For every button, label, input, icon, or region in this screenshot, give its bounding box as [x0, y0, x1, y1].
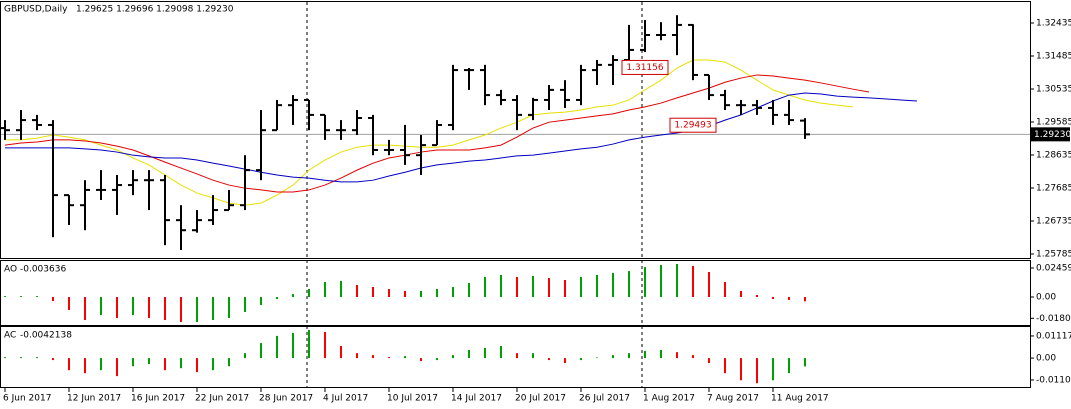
x-tick-label: 7 Aug 2017: [707, 394, 759, 404]
current-price-tag: [1031, 127, 1070, 142]
price-label: 1.29493: [674, 121, 711, 131]
y-tick-label: 1.32435: [1036, 19, 1071, 29]
y-tick-label: 1.25785: [1036, 250, 1071, 260]
main-panel: [0, 1, 1031, 259]
y-tick-label: 1.28635: [1036, 151, 1071, 161]
indicator-value: -0.0042138: [20, 331, 72, 341]
x-tick-label: 28 Jun 2017: [259, 394, 313, 404]
y-tick-label: 1.27685: [1036, 184, 1071, 194]
chart-title: GBPUSD,Daily: [4, 5, 68, 15]
y-tick-label: 0.00: [1036, 354, 1056, 364]
x-tick-label: 14 Jul 2017: [451, 394, 502, 404]
x-tick-label: 12 Jun 2017: [67, 394, 121, 404]
indicator-line: [5, 92, 918, 183]
y-tick-label: 0.00: [1036, 293, 1056, 303]
y-tick-label: 0.011175: [1036, 331, 1071, 341]
ac-panel: [0, 326, 1031, 388]
y-tick-label: -0.018022: [1036, 314, 1071, 324]
current-price-text: 1.29230: [1034, 130, 1071, 140]
y-tick-label: -0.011032: [1036, 375, 1071, 385]
indicator-title: AO: [4, 265, 17, 275]
y-tick-label: 1.31485: [1036, 52, 1071, 62]
x-tick-label: 20 Jul 2017: [515, 394, 566, 404]
y-tick-label: 1.29585: [1036, 118, 1071, 128]
price-label-box: [669, 117, 717, 133]
indicator-value: -0.003636: [20, 265, 66, 275]
price-label: 1.31156: [626, 63, 663, 73]
indicator-title: AC: [4, 331, 16, 341]
ao-panel: [0, 260, 1031, 326]
x-tick-label: 1 Aug 2017: [643, 394, 695, 404]
header-values: 1.29625 1.29696 1.29098 1.29230: [76, 5, 234, 15]
y-tick-label: 0.024593: [1036, 263, 1071, 273]
y-tick-label: 1.30535: [1036, 85, 1071, 95]
x-tick-label: 6 Jun 2017: [3, 394, 51, 404]
indicator-line: [5, 59, 854, 206]
x-tick-label: 4 Jul 2017: [323, 394, 368, 404]
y-tick-label: 1.26735: [1036, 217, 1071, 227]
x-tick-label: 10 Jul 2017: [387, 394, 438, 404]
x-tick-label: 11 Aug 2017: [771, 394, 829, 404]
indicator-line: [4, 74, 870, 193]
x-tick-label: 22 Jun 2017: [195, 394, 249, 404]
price-label-box: [621, 59, 669, 75]
x-tick-label: 16 Jun 2017: [131, 394, 185, 404]
x-tick-label: 26 Jul 2017: [579, 394, 630, 404]
